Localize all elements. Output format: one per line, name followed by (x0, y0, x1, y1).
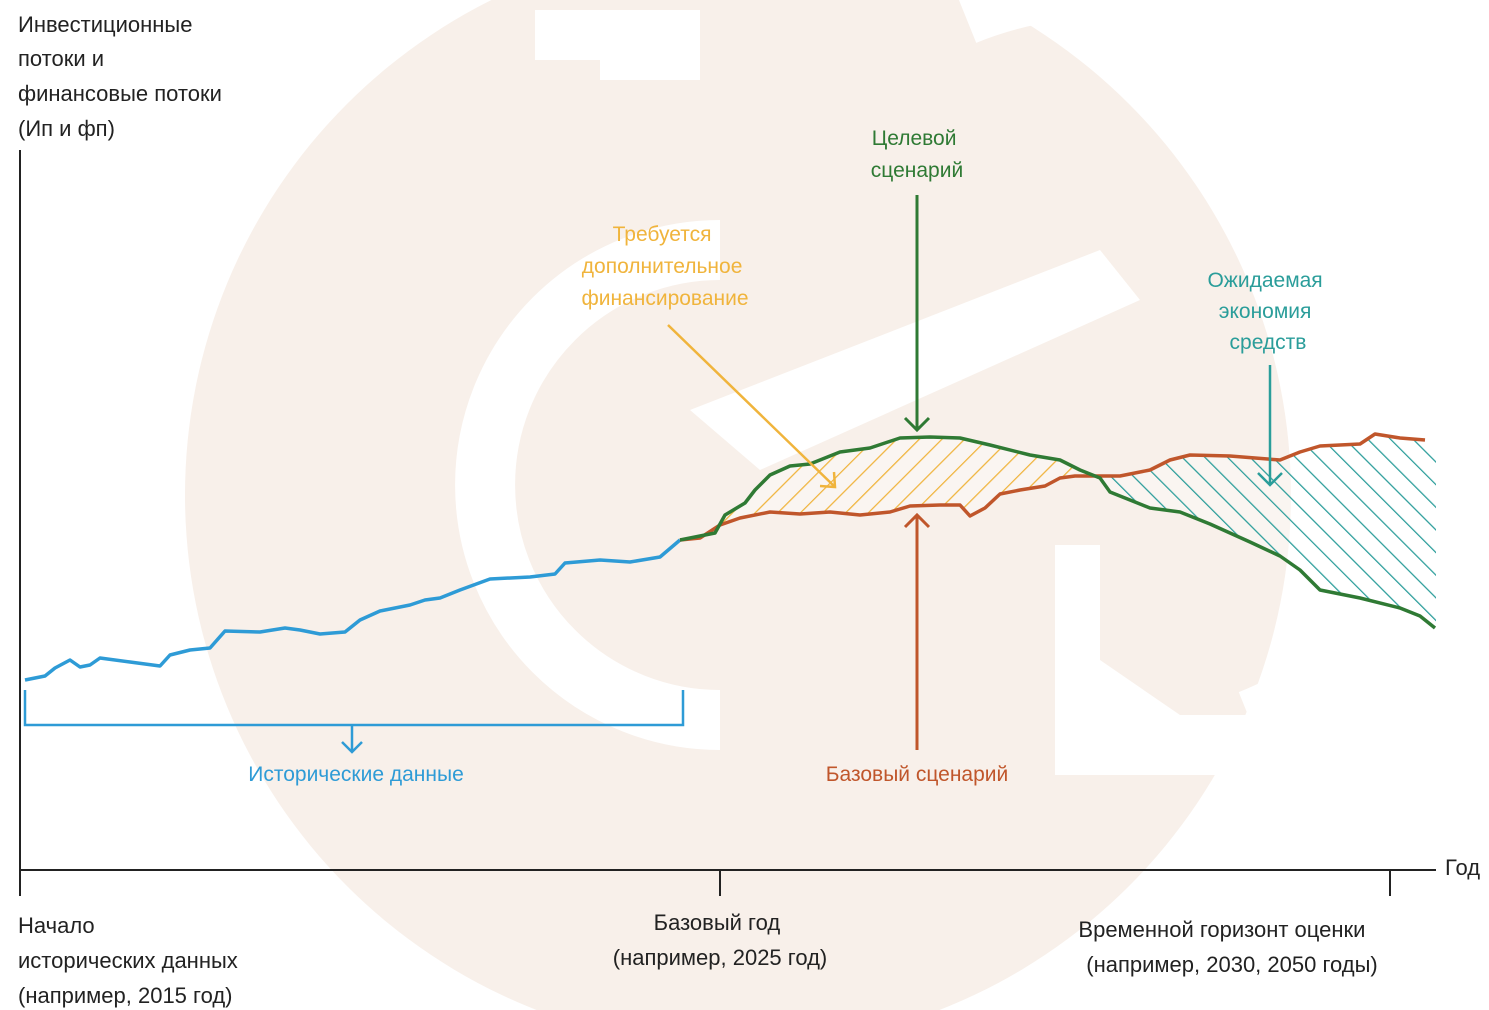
savings-label-line: экономия (1219, 300, 1312, 323)
financing-gap-area (715, 437, 1078, 533)
baseline-arrow (903, 512, 931, 750)
x-tick-label-line: Базовый год (654, 910, 781, 935)
y-axis-label-line: потоки и (18, 46, 104, 71)
historical-line (24, 538, 682, 682)
baseline-line (679, 432, 1426, 542)
x-tick-label-line: (например, 2030, 2050 годы) (1086, 952, 1377, 977)
financing-label-line: дополнительное (582, 255, 743, 278)
x-tick-label: Временной горизонт оценки (например, 203… (1078, 917, 1377, 977)
x-tick-label-line: (например, 2015 год) (18, 983, 232, 1008)
x-tick-label-line: Начало (18, 913, 95, 938)
y-axis-label-line: Инвестиционные (18, 12, 192, 37)
target-label: Целевой сценарий (871, 127, 963, 182)
savings-label: Ожидаемая экономия средств (1207, 269, 1328, 354)
historical-label: Исторические данные (248, 763, 464, 786)
target-arrow (903, 195, 931, 433)
financing-arrow (667, 324, 837, 489)
financing-label-line: Требуется (613, 223, 712, 246)
y-axis-label-line: (Ип и фп) (18, 116, 115, 141)
savings-area (1078, 434, 1436, 628)
target-label-line: сценарий (871, 159, 963, 182)
x-tick-label: Начало исторических данных (например, 20… (18, 913, 244, 1008)
financing-label-line: финансирование (581, 287, 748, 310)
baseline-label: Базовый сценарий (826, 763, 1009, 786)
target-line (679, 435, 1437, 630)
savings-arrow (1257, 365, 1283, 487)
x-tick-label-line: Временной горизонт оценки (1078, 917, 1365, 942)
y-axis-label: Инвестиционные потоки и финансовые поток… (18, 12, 228, 141)
y-axis-label-line: финансовые потоки (18, 81, 222, 106)
savings-label-line: Ожидаемая (1207, 269, 1322, 292)
x-tick-label-line: (например, 2025 год) (613, 945, 827, 970)
historical-bracket (23, 690, 685, 754)
target-label-line: Целевой (872, 127, 957, 150)
savings-label-line: средств (1230, 331, 1307, 354)
x-tick-label-line: исторических данных (18, 948, 238, 973)
financing-label: Требуется дополнительное финансирование (581, 223, 748, 310)
x-tick-label: Базовый год (например, 2025 год) (613, 910, 827, 970)
x-axis-label: Год (1445, 855, 1480, 880)
